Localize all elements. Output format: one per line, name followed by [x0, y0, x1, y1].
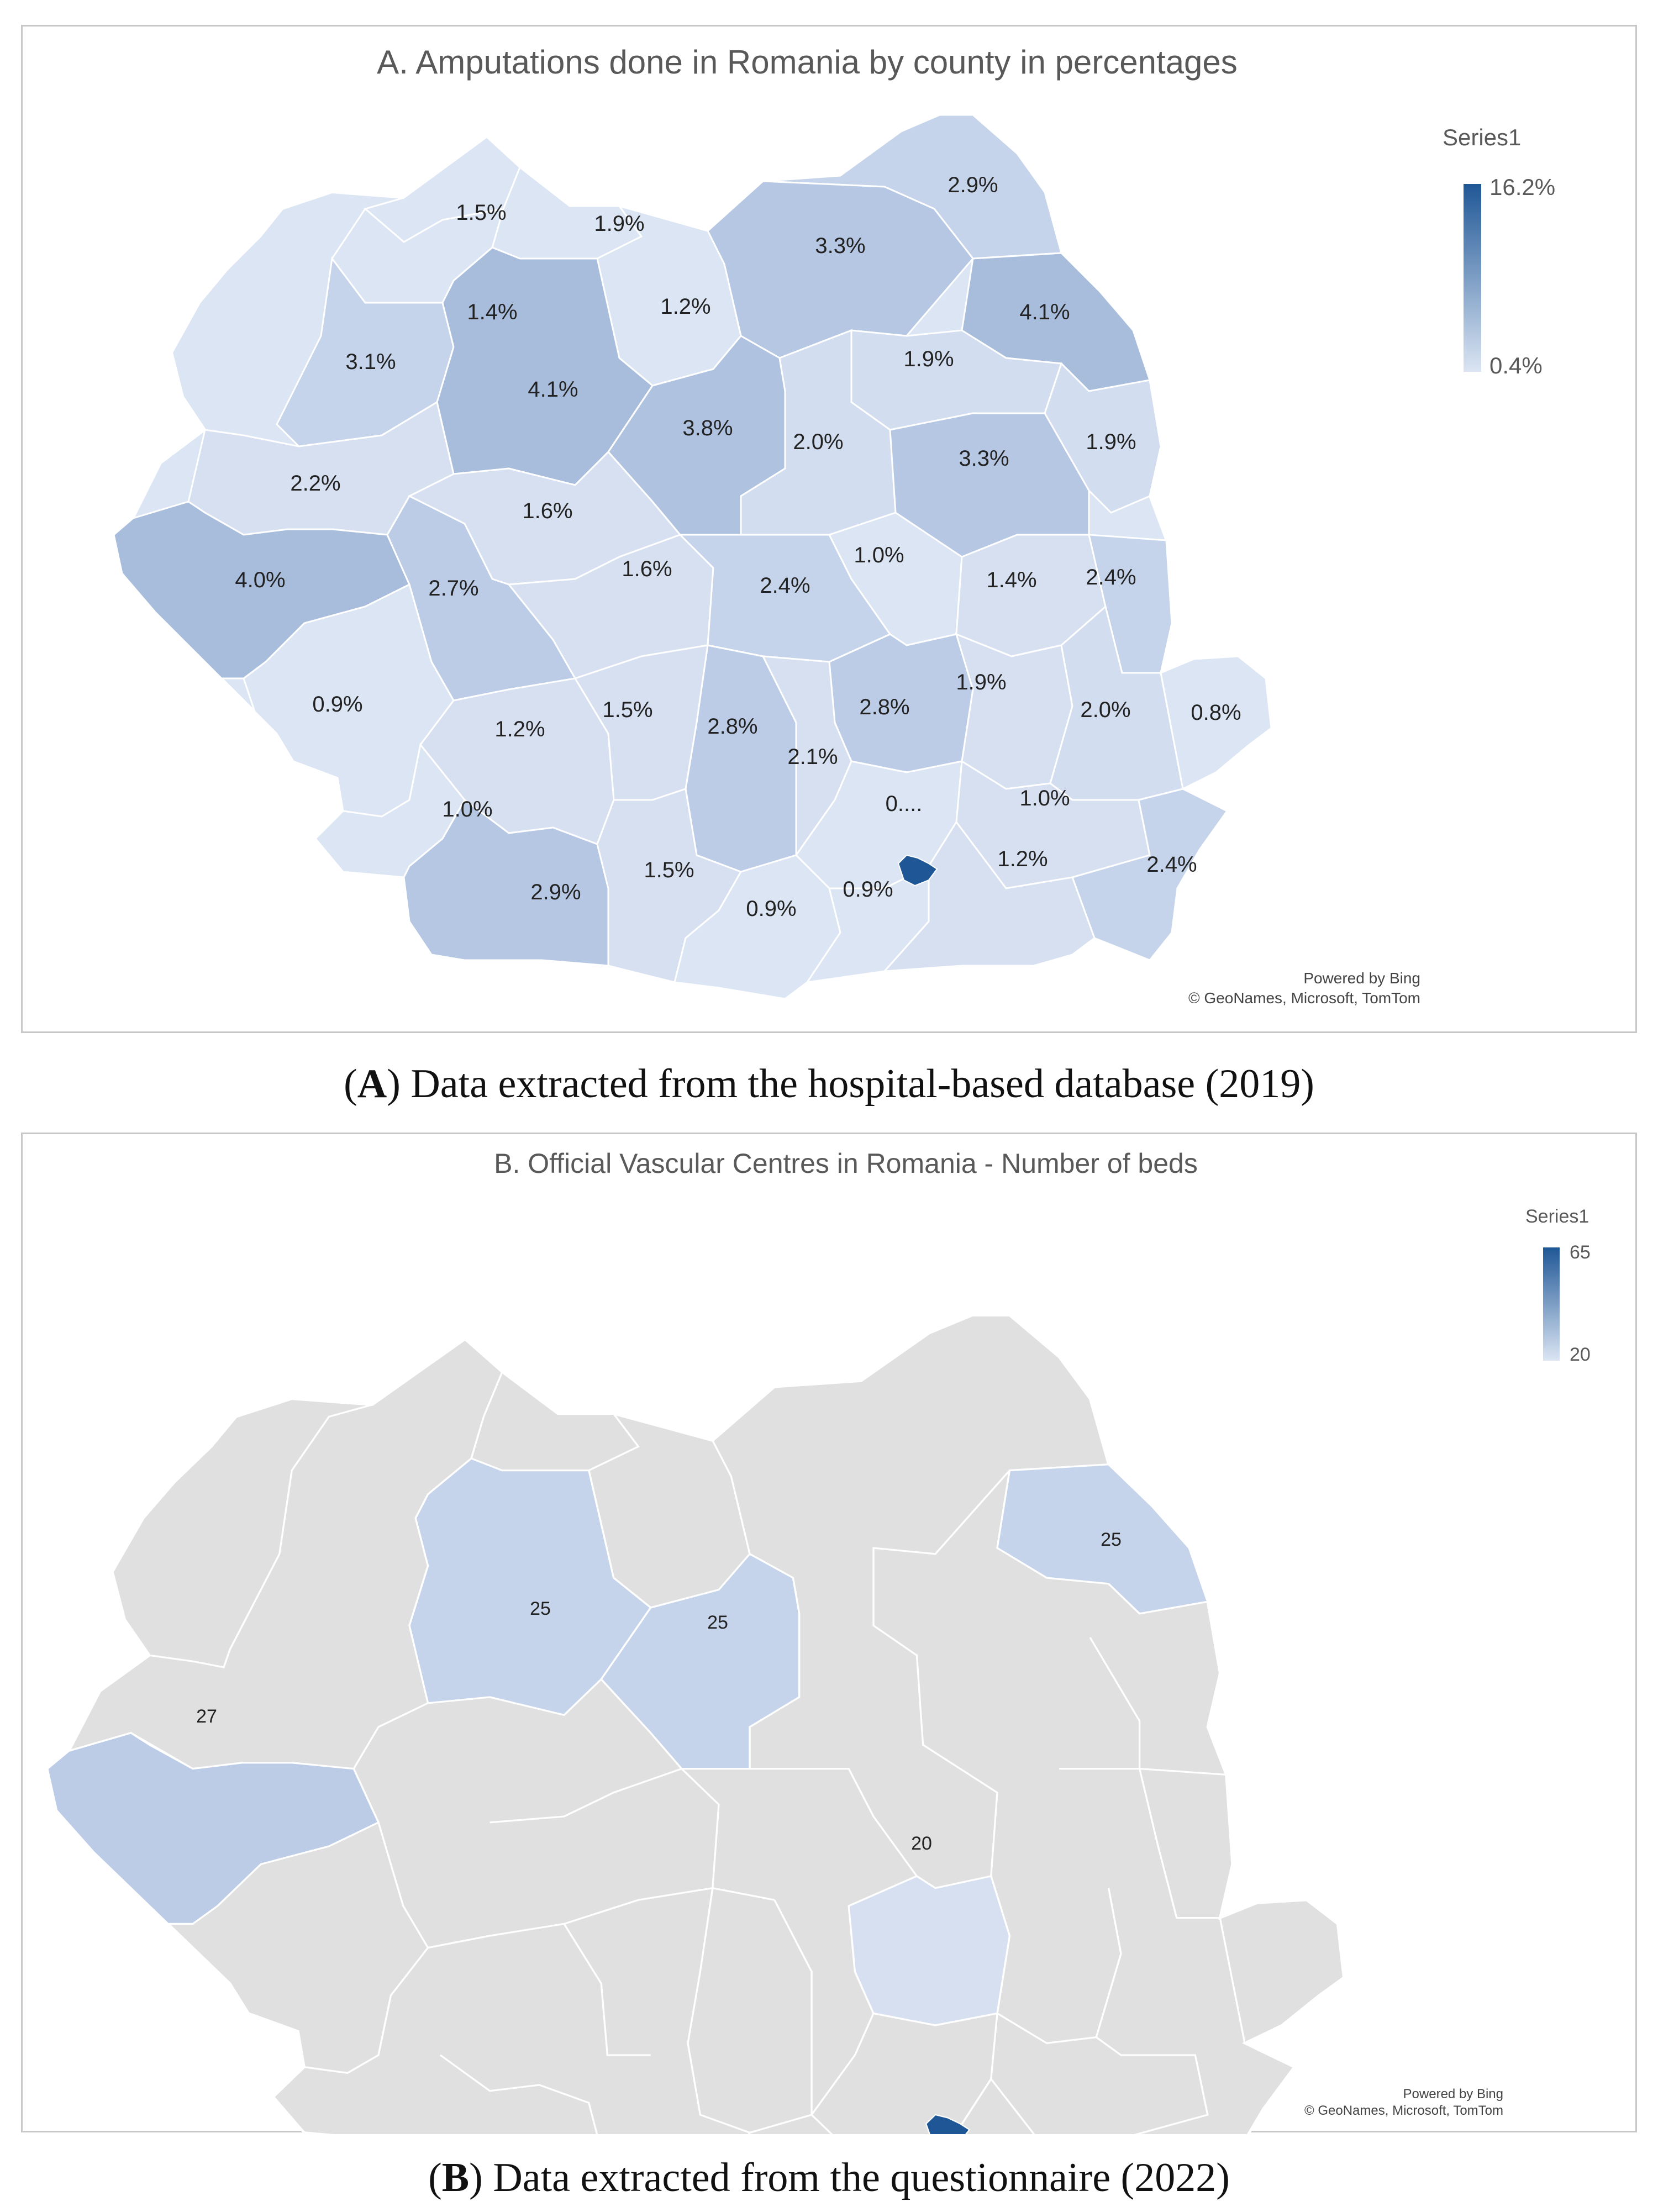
county-label: 2.8% [859, 695, 909, 719]
credits-line1: Powered by Bing [1403, 2087, 1503, 2102]
map-panel-vascular-centres: B. Official Vascular Centres in Romania … [21, 1133, 1637, 2134]
county-label: 0.9% [746, 897, 796, 921]
map-title: B. Official Vascular Centres in Romania … [494, 1148, 1198, 1179]
legend-max-label: 65 [1570, 1242, 1591, 1263]
county-label: 4.0% [235, 568, 285, 592]
county-highlight-iasi [996, 1463, 1209, 1615]
legend-min-label: 0.4% [1489, 352, 1543, 378]
county-label: 2.9% [530, 880, 581, 904]
county-region [673, 854, 841, 1000]
county-label: 2.9% [948, 173, 998, 197]
map-panel-amputations: A. Amputations done in Romania by county… [21, 25, 1637, 1033]
legend-series-label: Series1 [1443, 124, 1521, 150]
county-label: 2.2% [290, 471, 340, 496]
county-label: 1.0% [854, 543, 904, 567]
caption-letter: A [357, 1061, 387, 1107]
caption-text: Data extracted from the hospital-based d… [400, 1061, 1314, 1107]
county-label: 1.9% [903, 347, 954, 371]
legend-max-label: 16.2% [1489, 174, 1555, 200]
county-region [882, 820, 1096, 972]
legend-gradient-bar [1464, 184, 1481, 372]
county-highlight-prahova [848, 1875, 1011, 2026]
county-label: 3.3% [959, 446, 1009, 471]
map-vascular-svg: B. Official Vascular Centres in Romania … [46, 1148, 1591, 2134]
county-label: 1.0% [442, 797, 492, 821]
county-label: 1.9% [594, 212, 644, 236]
caption-a: (A) Data extracted from the hospital-bas… [344, 1061, 1314, 1107]
caption-b: (B) Data extracted from the questionnair… [428, 2155, 1230, 2200]
county-label: 4.1% [1019, 300, 1070, 324]
county-label: 2.4% [1086, 565, 1136, 589]
credits-line2: © GeoNames, Microsoft, TomTom [1188, 989, 1420, 1007]
county-label: 0.9% [312, 692, 362, 717]
county-region [1071, 788, 1229, 961]
county-label: 3.8% [682, 416, 733, 440]
county-label: 1.5% [602, 698, 652, 722]
county-highlight-cluj [408, 1457, 652, 1716]
legend-gradient-bar [1543, 1247, 1560, 1361]
county-label: 1.9% [956, 670, 1006, 694]
county-label: 2.0% [1080, 698, 1130, 722]
county-region [403, 798, 609, 967]
county-highlight-bihor [46, 1732, 380, 1925]
county-label: 1.4% [467, 300, 517, 324]
county-label: 25 [707, 1612, 728, 1633]
county-label: 2.4% [1146, 852, 1197, 877]
county-label: 1.5% [456, 201, 506, 225]
map-title: A. Amputations done in Romania by county… [377, 44, 1238, 81]
county-label: 4.1% [528, 377, 578, 402]
county-label: 2.0% [793, 430, 843, 454]
county-label: 2.1% [787, 745, 838, 769]
county-label: 2.8% [707, 714, 757, 739]
county-label: 1.5% [644, 858, 694, 882]
caption-letter: B [441, 2155, 470, 2200]
legend: Series1 16.2% 0.4% [1443, 124, 1555, 378]
county-label: 2.4% [760, 573, 810, 598]
legend-series-label: Series1 [1525, 1206, 1589, 1227]
county-label: 1.9% [1086, 430, 1136, 454]
legend: Series1 65 20 [1525, 1206, 1591, 1365]
county-label: 0.8% [1191, 701, 1241, 725]
caption-text: Data extracted from the questionnaire (2… [482, 2155, 1230, 2200]
bucharest-region [925, 2114, 971, 2134]
county-label: 0.9% [843, 877, 893, 902]
legend-min-label: 20 [1570, 1344, 1591, 1365]
county-label: 1.0% [1019, 786, 1070, 810]
county-label: 1.4% [986, 568, 1036, 592]
county-label: 1.2% [494, 717, 545, 741]
county-label: 2.7% [428, 576, 478, 601]
county-label: 20 [911, 1833, 932, 1854]
county-label: 27 [196, 1706, 217, 1727]
map-amputations-svg: A. Amputations done in Romania by county… [112, 44, 1555, 1007]
county-region [1160, 655, 1272, 791]
credits-line2: © GeoNames, Microsoft, TomTom [1304, 2103, 1503, 2118]
county-label: 1.2% [997, 847, 1048, 871]
county-label: 1.2% [660, 294, 710, 319]
credits-line1: Powered by Bing [1303, 970, 1420, 987]
county-label: 25 [530, 1598, 551, 1619]
county-highlight-mures [600, 1552, 801, 1770]
county-label: 0.... [886, 792, 923, 816]
county-label: 1.6% [622, 557, 672, 581]
county-label: 1.6% [522, 499, 572, 523]
county-label: 25 [1101, 1529, 1122, 1550]
bucharest-region [897, 854, 938, 887]
county-label: 3.1% [345, 350, 396, 374]
county-label: 3.3% [815, 234, 865, 258]
